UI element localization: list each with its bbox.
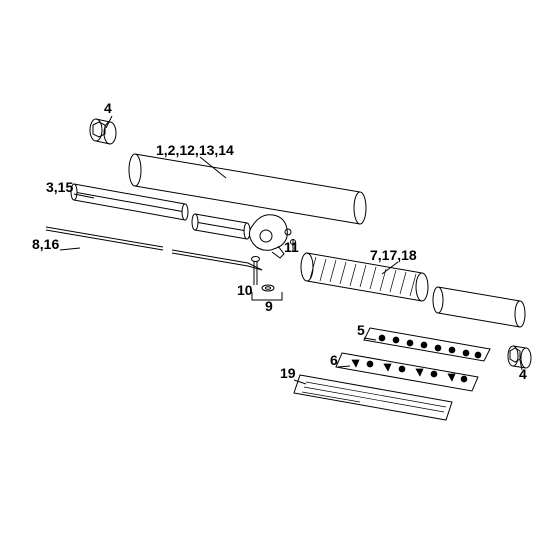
label-1: 1,2,12,13,14: [156, 142, 234, 158]
cap-upper: [90, 119, 116, 144]
label-11: 11: [284, 239, 299, 255]
label-4a: 4: [104, 100, 112, 116]
liner-right: [192, 214, 250, 239]
tube-lower: [433, 287, 525, 327]
liner-left: [71, 184, 188, 220]
label-8: 8,16: [32, 236, 59, 252]
decal-5: [364, 328, 490, 361]
label-7: 7,17,18: [370, 247, 417, 263]
tube-upper: [129, 154, 366, 224]
label-6: 6: [330, 352, 338, 368]
parts-diagram: 4 1,2,12,13,14 3,15 8,16 7,17,18 10 9 11…: [0, 0, 560, 560]
label-10: 10: [237, 282, 253, 298]
label-5: 5: [357, 322, 365, 338]
label-19: 19: [280, 365, 296, 381]
label-9: 9: [265, 298, 273, 314]
label-4b: 4: [519, 366, 527, 382]
cap-lower: [508, 346, 531, 368]
label-3: 3,15: [46, 179, 73, 195]
